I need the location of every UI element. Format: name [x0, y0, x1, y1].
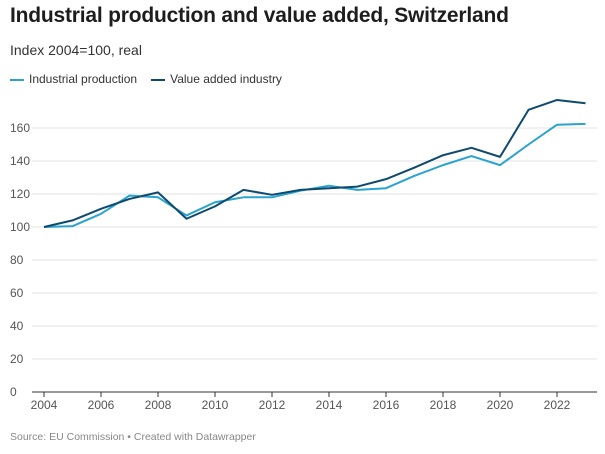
x-tick-label: 2022: [544, 398, 571, 412]
legend-swatch: [10, 78, 24, 81]
chart-subtitle: Index 2004=100, real: [10, 42, 142, 58]
x-tick-label: 2016: [373, 398, 400, 412]
y-tick-label: 100: [10, 220, 30, 234]
x-tick-label: 2010: [202, 398, 229, 412]
x-tick-label: 2014: [316, 398, 343, 412]
x-tick-label: 2008: [145, 398, 172, 412]
legend-label: Industrial production: [29, 72, 138, 86]
legend-item-industrial-production: Industrial production: [10, 72, 137, 86]
y-tick-label: 120: [10, 187, 30, 201]
x-tick-label: 2020: [487, 398, 514, 412]
y-tick-label: 80: [10, 253, 24, 267]
legend-label: Value added industry: [170, 72, 282, 86]
x-tick-label: 2012: [259, 398, 286, 412]
source-note: Source: EU Commission • Created with Dat…: [10, 431, 256, 443]
y-tick-label: 40: [10, 319, 24, 333]
legend-item-value-added: Value added industry: [151, 72, 282, 86]
series-line-industrial-production: [43, 122, 586, 228]
series-line-value-added: [43, 98, 586, 228]
x-tick-label: 2004: [31, 398, 58, 412]
y-tick-label: 20: [10, 352, 24, 366]
legend: Industrial production Value added indust…: [10, 72, 282, 86]
y-tick-label: 0: [10, 385, 17, 399]
y-tick-label: 140: [10, 154, 30, 168]
x-tick-label: 2018: [430, 398, 457, 412]
y-tick-label: 60: [10, 286, 24, 300]
chart-title: Industrial production and value added, S…: [10, 4, 509, 27]
x-tick-label: 2006: [88, 398, 115, 412]
legend-swatch: [151, 78, 166, 81]
y-tick-label: 160: [10, 121, 30, 135]
